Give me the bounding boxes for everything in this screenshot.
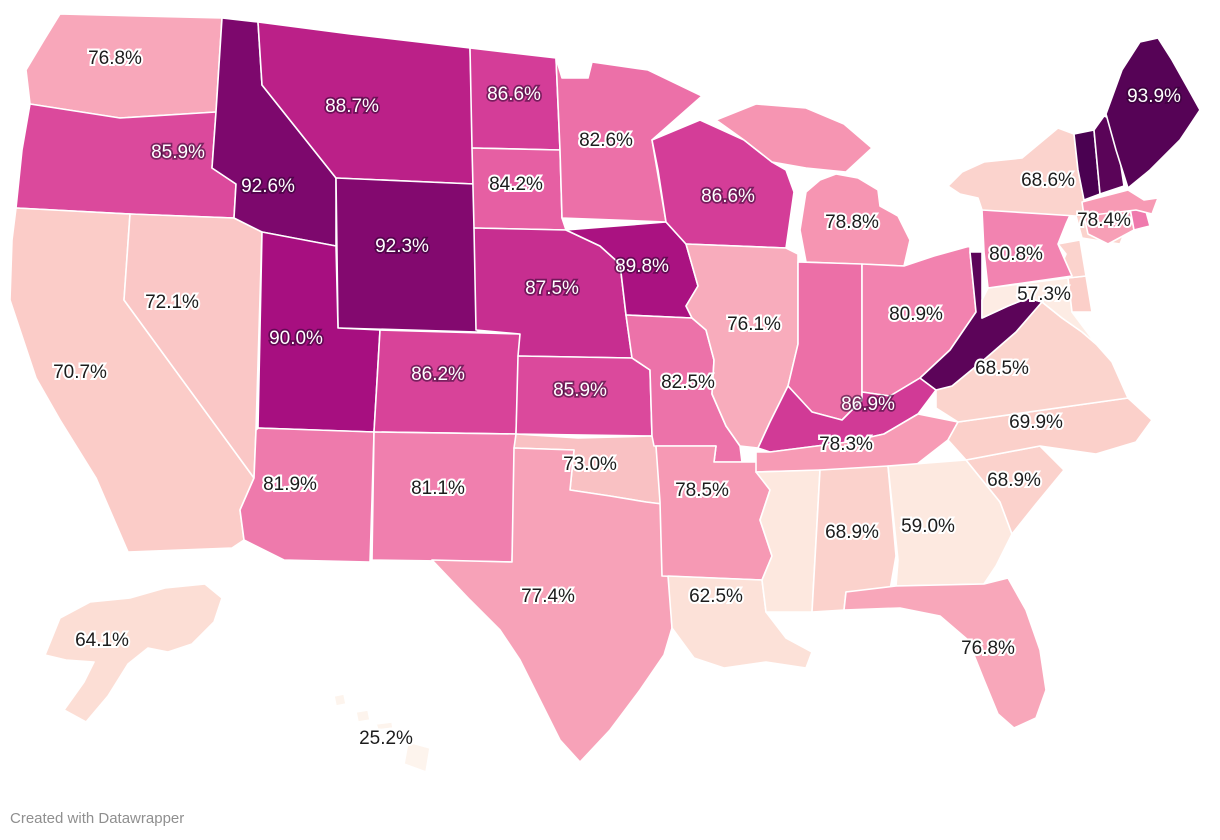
state-value-label: 73.0%	[563, 454, 617, 475]
state-value-label: 57.3%	[1017, 284, 1071, 305]
state-value-label: 76.1%	[727, 314, 781, 335]
state-value-label: 86.2%	[411, 364, 465, 385]
state-value-label: 88.7%	[325, 96, 379, 117]
state-value-label: 82.6%	[579, 130, 633, 151]
state-minnesota[interactable]	[555, 57, 703, 223]
state-value-label: 72.1%	[145, 292, 199, 313]
state-value-label: 68.6%	[1021, 170, 1075, 191]
state-value-label: 93.9%	[1127, 86, 1181, 107]
state-texas[interactable]	[431, 447, 673, 763]
state-value-label: 90.0%	[269, 328, 323, 349]
state-value-label: 86.6%	[487, 84, 541, 105]
state-value-label: 69.9%	[1009, 412, 1063, 433]
state-value-label: 85.9%	[553, 380, 607, 401]
state-value-label: 92.3%	[375, 236, 429, 257]
state-value-label: 78.5%	[675, 480, 729, 501]
map-canvas: 76.8% 85.9% 70.7% 72.1% 92.6% 88.7% 92.3% 90.0%…	[9, 13, 1201, 773]
state-value-label: 70.7%	[53, 362, 107, 383]
state-value-label: 89.8%	[615, 256, 669, 277]
state-arkansas[interactable]	[655, 445, 773, 581]
state-value-label: 81.1%	[411, 478, 465, 499]
state-value-label: 92.6%	[241, 176, 295, 197]
state-value-label: 86.9%	[841, 394, 895, 415]
state-value-label: 85.9%	[151, 142, 205, 163]
state-value-label: 87.5%	[525, 278, 579, 299]
state-value-label: 84.2%	[489, 174, 543, 195]
state-north-carolina[interactable]	[947, 397, 1153, 461]
state-value-label: 68.5%	[975, 358, 1029, 379]
state-arizona[interactable]	[239, 427, 375, 563]
state-value-label: 78.3%	[819, 434, 873, 455]
state-value-label: 64.1%	[75, 630, 129, 651]
state-value-label: 78.8%	[825, 212, 879, 233]
state-value-label: 68.9%	[825, 522, 879, 543]
state-value-label: 68.9%	[987, 470, 1041, 491]
state-vermont[interactable]	[1073, 129, 1101, 201]
state-value-label: 59.0%	[901, 516, 955, 537]
state-maine[interactable]	[1105, 37, 1201, 189]
state-value-label: 25.2%	[359, 728, 413, 749]
state-value-label: 76.8%	[961, 638, 1015, 659]
state-value-label: 76.8%	[88, 48, 142, 69]
state-value-label: 86.6%	[701, 186, 755, 207]
state-value-label: 62.5%	[689, 586, 743, 607]
state-value-label: 80.9%	[889, 304, 943, 325]
state-value-label: 77.4%	[521, 586, 575, 607]
state-south-dakota[interactable]	[471, 147, 567, 231]
us-choropleth-map: 76.8% 85.9% 70.7% 72.1% 92.6% 88.7% 92.3% 90.0%…	[9, 13, 1201, 773]
state-value-label: 78.4%	[1077, 210, 1131, 231]
state-alaska[interactable]	[44, 583, 223, 723]
state-shapes	[9, 13, 1201, 773]
state-value-label: 82.5%	[661, 372, 715, 393]
datawrapper-attribution-link[interactable]: Created with Datawrapper	[10, 810, 185, 827]
state-labels: 76.8% 85.9% 70.7% 72.1% 92.6% 88.7% 92.3% 90.0%…	[51, 46, 1183, 751]
state-michigan[interactable]	[715, 103, 911, 267]
state-delaware[interactable]	[1067, 275, 1093, 313]
state-massachusetts[interactable]	[1081, 189, 1159, 217]
state-value-label: 81.9%	[263, 474, 317, 495]
state-hawaii[interactable]	[333, 693, 431, 773]
state-value-label: 80.8%	[989, 244, 1043, 265]
state-florida[interactable]	[843, 577, 1047, 729]
